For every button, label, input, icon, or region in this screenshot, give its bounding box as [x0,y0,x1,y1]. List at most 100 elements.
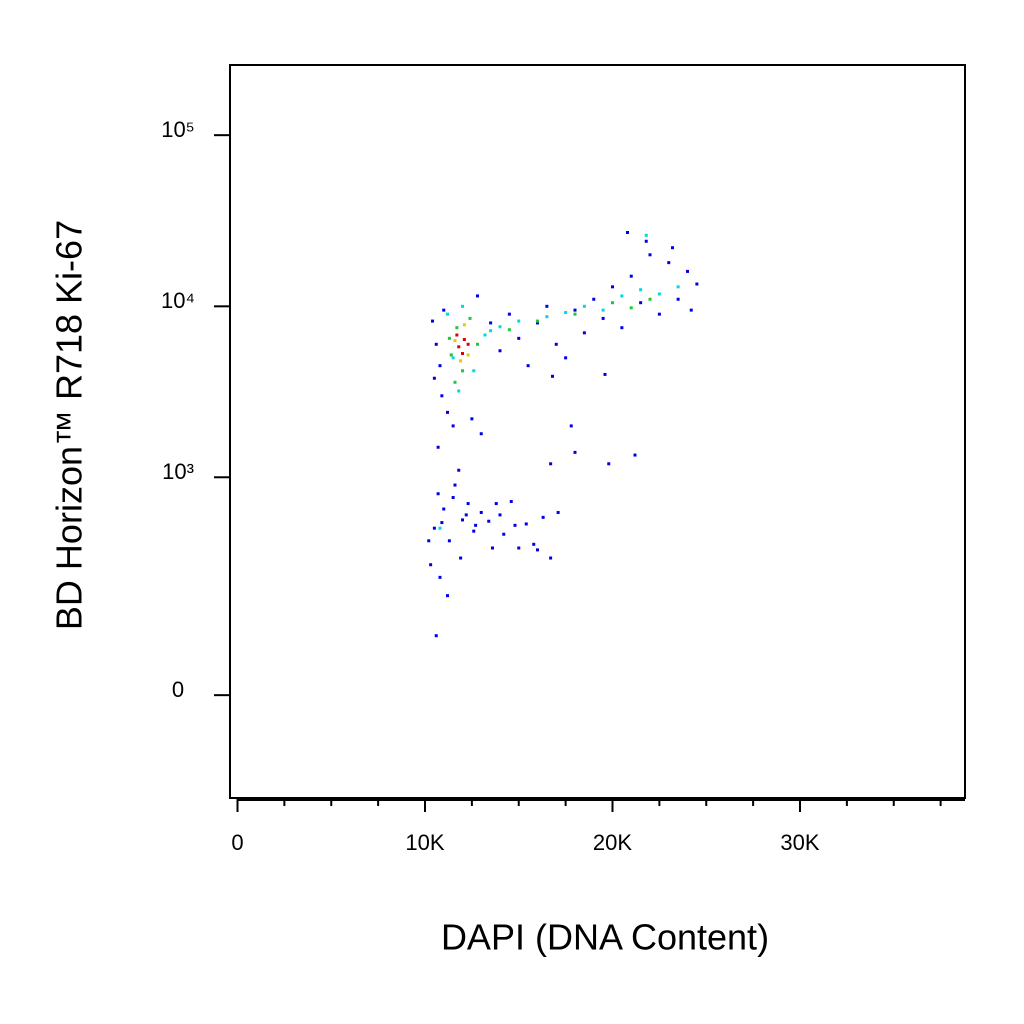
data-point [461,518,464,522]
data-point [451,496,455,500]
data-point [461,352,464,356]
data-point [440,394,444,398]
x-axis-label: DAPI (DNA Content) [441,917,769,958]
data-point [676,297,680,301]
y-tick-label: 0 [172,677,184,702]
y-axis-label: BD Horizon™ R718 Ki-67 [49,220,90,630]
data-point [479,432,483,436]
data-point [629,274,633,278]
data-point [611,301,614,305]
data-point [644,233,648,237]
data-point [549,462,553,466]
data-point [447,539,451,543]
data-point [536,548,539,552]
data-point [431,319,434,323]
data-point [457,389,461,393]
data-point [695,282,699,286]
data-point [468,316,472,320]
data-point [434,634,438,638]
data-point [474,523,478,527]
data-point [427,539,431,543]
data-point [569,424,573,428]
y-tick-label: 10⁵ [161,117,195,142]
data-point [626,230,629,234]
data-point [455,326,459,330]
data-point [657,292,661,296]
data-point [556,510,560,514]
plot-frame [229,64,966,799]
data-point [489,329,493,333]
data-point [464,513,468,517]
data-point [440,521,444,525]
data-point [648,253,652,257]
data-point [436,445,440,449]
data-point [686,269,689,273]
data-point [639,288,643,292]
data-point [498,513,502,517]
data-point [466,342,470,346]
data-point [629,306,633,310]
data-point [671,246,674,250]
data-point [667,261,671,265]
data-point [620,294,624,298]
data-point [498,325,502,329]
data-point [551,374,554,378]
data-point [592,297,596,301]
data-point [620,326,624,330]
data-point [491,546,494,550]
data-point [648,297,652,301]
x-tick-label: 30K [780,830,819,855]
data-point [536,321,539,325]
data-point [507,312,511,316]
data-point [470,417,474,421]
data-point [438,526,442,530]
data-point [442,507,446,511]
data-point [573,308,577,312]
data-point [447,336,451,340]
data-point [483,333,487,337]
data-point [573,312,577,316]
data-point [498,349,502,353]
data-point [453,380,457,384]
data-point [432,376,436,380]
data-point [446,594,449,598]
data-point [472,529,476,533]
x-tick-label: 10K [405,830,444,855]
data-point [545,304,549,308]
data-point [438,575,442,579]
data-point [554,342,558,346]
data-point [644,239,648,243]
data-point [601,316,605,320]
data-point [432,526,436,530]
data-point [502,532,506,536]
data-point [457,468,461,472]
data-point [676,285,680,289]
y-tick-label: 10⁴ [161,288,195,313]
data-point [429,563,433,567]
data-point [582,331,586,335]
data-point [436,492,440,496]
data-point [451,356,455,360]
data-point [459,556,463,560]
data-point [611,285,614,289]
data-point [489,321,493,325]
data-point [462,323,466,327]
data-point [639,301,643,305]
data-point [532,542,536,546]
data-point [657,312,661,316]
data-point [453,339,457,343]
data-point [472,369,476,373]
data-point [466,502,470,506]
data-point [434,342,438,346]
data-point [476,342,479,346]
data-point [526,364,530,368]
data-point [564,356,568,360]
data-point [607,462,611,466]
data-point [494,502,498,506]
data-point [564,311,568,315]
data-point [582,304,586,308]
data-point [524,522,528,526]
data-point [442,308,446,312]
data-point [573,450,577,454]
